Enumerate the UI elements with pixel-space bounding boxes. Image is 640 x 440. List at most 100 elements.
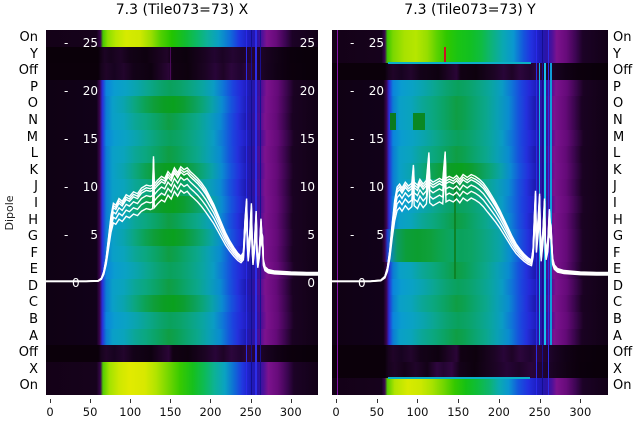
row-label-left-g-12: G (27, 229, 38, 245)
heatmap-row-d (46, 278, 318, 297)
row-label-left-off-2: Off (18, 63, 38, 79)
value-tick-number: 20 (82, 84, 98, 98)
value-tick-label-25: -25 (350, 36, 384, 50)
heatmap-row-on (46, 378, 318, 395)
cyan-edge-line (388, 377, 530, 379)
red-marker-tick (444, 46, 447, 64)
value-tick-number: 10 (368, 180, 384, 194)
row-label-right-x-20: X (613, 361, 622, 377)
x-tick (90, 399, 92, 403)
row-label-left-h-11: H (28, 212, 38, 228)
row-label-right-b-17: B (613, 312, 622, 328)
heatmap-row-on (46, 30, 318, 48)
x-tick-label: 150 (159, 405, 182, 419)
row-label-left-k-8: K (29, 162, 38, 178)
row-label-left-d-15: D (27, 278, 38, 294)
rfi-stripe (250, 30, 252, 395)
edge-stripe (336, 30, 339, 395)
row-label-left-e-14: E (29, 262, 38, 278)
heatmap-row-on (332, 378, 608, 395)
x-tick (130, 399, 132, 403)
value-tick-label-right-0: 0 (307, 276, 315, 290)
row-label-left-n-5: N (28, 112, 38, 128)
x-tick-label: 300 (279, 405, 302, 419)
x-tick (417, 399, 419, 403)
x-tick (580, 399, 582, 403)
heatmap-row-off (332, 345, 608, 363)
rfi-stripe (541, 30, 543, 395)
row-label-right-j-9: J (613, 179, 617, 195)
row-label-right-o-4: O (613, 96, 624, 112)
row-label-right-off-2: Off (613, 63, 633, 79)
row-label-left-i-10: I (34, 195, 38, 211)
heatmap-panel-y: -25-20-15-10-5 0 (332, 30, 608, 395)
row-label-left-off-19: Off (18, 345, 38, 361)
heatmap-row-k (46, 162, 318, 180)
x-tick-label: 200 (487, 405, 510, 419)
row-label-left-j-9: J (34, 179, 38, 195)
rfi-stripe (245, 30, 248, 395)
value-tick-dash: - (64, 132, 69, 146)
row-label-right-e-14: E (613, 262, 622, 278)
x-tick (170, 399, 172, 403)
heatmap-row-off (46, 63, 318, 81)
value-tick-label-right-15: 15 (299, 132, 315, 146)
value-tick-dash: - (350, 228, 355, 242)
heatmap-row-y (332, 46, 608, 64)
x-axis-panel-y: 0 50 100 150 200 250 300 (332, 395, 608, 425)
x-tick-label: 50 (369, 405, 385, 419)
row-label-left-x-20: X (29, 361, 38, 377)
green-line (454, 179, 456, 279)
heatmap-row-d (332, 278, 608, 297)
rfi-stripe-cyan (544, 63, 547, 346)
value-tick-number: 5 (376, 228, 384, 242)
heatmap-row-c (46, 295, 318, 313)
rfi-stripe-cyan (538, 63, 541, 346)
value-tick-label-right-5: 5 (307, 228, 315, 242)
heatmap-row-o (46, 96, 318, 114)
row-label-left-m-6: M (26, 129, 38, 145)
value-tick-label-20: -20 (350, 84, 384, 98)
heatmap-row-c (332, 295, 608, 313)
row-label-right-c-16: C (613, 295, 623, 311)
heatmap-row-a (332, 328, 608, 346)
x-tick (50, 399, 51, 403)
heatmap-row-on (332, 30, 608, 48)
heatmap-row-e (332, 262, 608, 280)
x-tick-label: 300 (569, 405, 592, 419)
x-tick (290, 399, 292, 403)
row-label-left-b-17: B (29, 312, 38, 328)
row-label-right-on-21: On (613, 378, 632, 394)
heatmap-row-y (46, 46, 318, 64)
faint-stripe (169, 46, 171, 80)
row-label-right-n-5: N (613, 112, 623, 128)
panel-x-title: 7.3 (Tile073=73) X (115, 2, 249, 18)
x-tick-label: 100 (406, 405, 429, 419)
value-zero-label: 0 (72, 276, 80, 290)
value-tick-dash: - (64, 180, 69, 194)
x-tick-label: 0 (46, 405, 54, 419)
value-tick-label-right-10: 10 (299, 180, 315, 194)
heatmap-row-f (332, 245, 608, 263)
x-axis-panel-x: 0 50 100 150 200 250 300 (46, 395, 318, 425)
heatmap-row-x (332, 361, 608, 379)
value-tick-label-5: -5 (64, 228, 98, 242)
heatmap-row-l (332, 146, 608, 164)
row-label-right-off-19: Off (613, 345, 633, 361)
rfi-stripe (548, 30, 550, 395)
rfi-stripe-cyan (550, 63, 552, 346)
heatmap-row-o (332, 96, 608, 114)
panel-y-title: 7.3 (Tile073=73) Y (404, 2, 536, 18)
rfi-stripe (255, 30, 257, 395)
value-tick-dash: - (350, 132, 355, 146)
heatmap-row-off (46, 345, 318, 363)
heatmap-row-n (46, 112, 318, 131)
value-tick-number: 25 (368, 36, 384, 50)
heatmap-row-l (46, 146, 318, 164)
row-label-left-y-1: Y (30, 46, 38, 62)
heatmap-row-a (46, 328, 318, 346)
x-tick-label: 150 (447, 405, 470, 419)
row-label-left-p-3: P (30, 79, 38, 95)
heatmap-row-m (46, 129, 318, 147)
